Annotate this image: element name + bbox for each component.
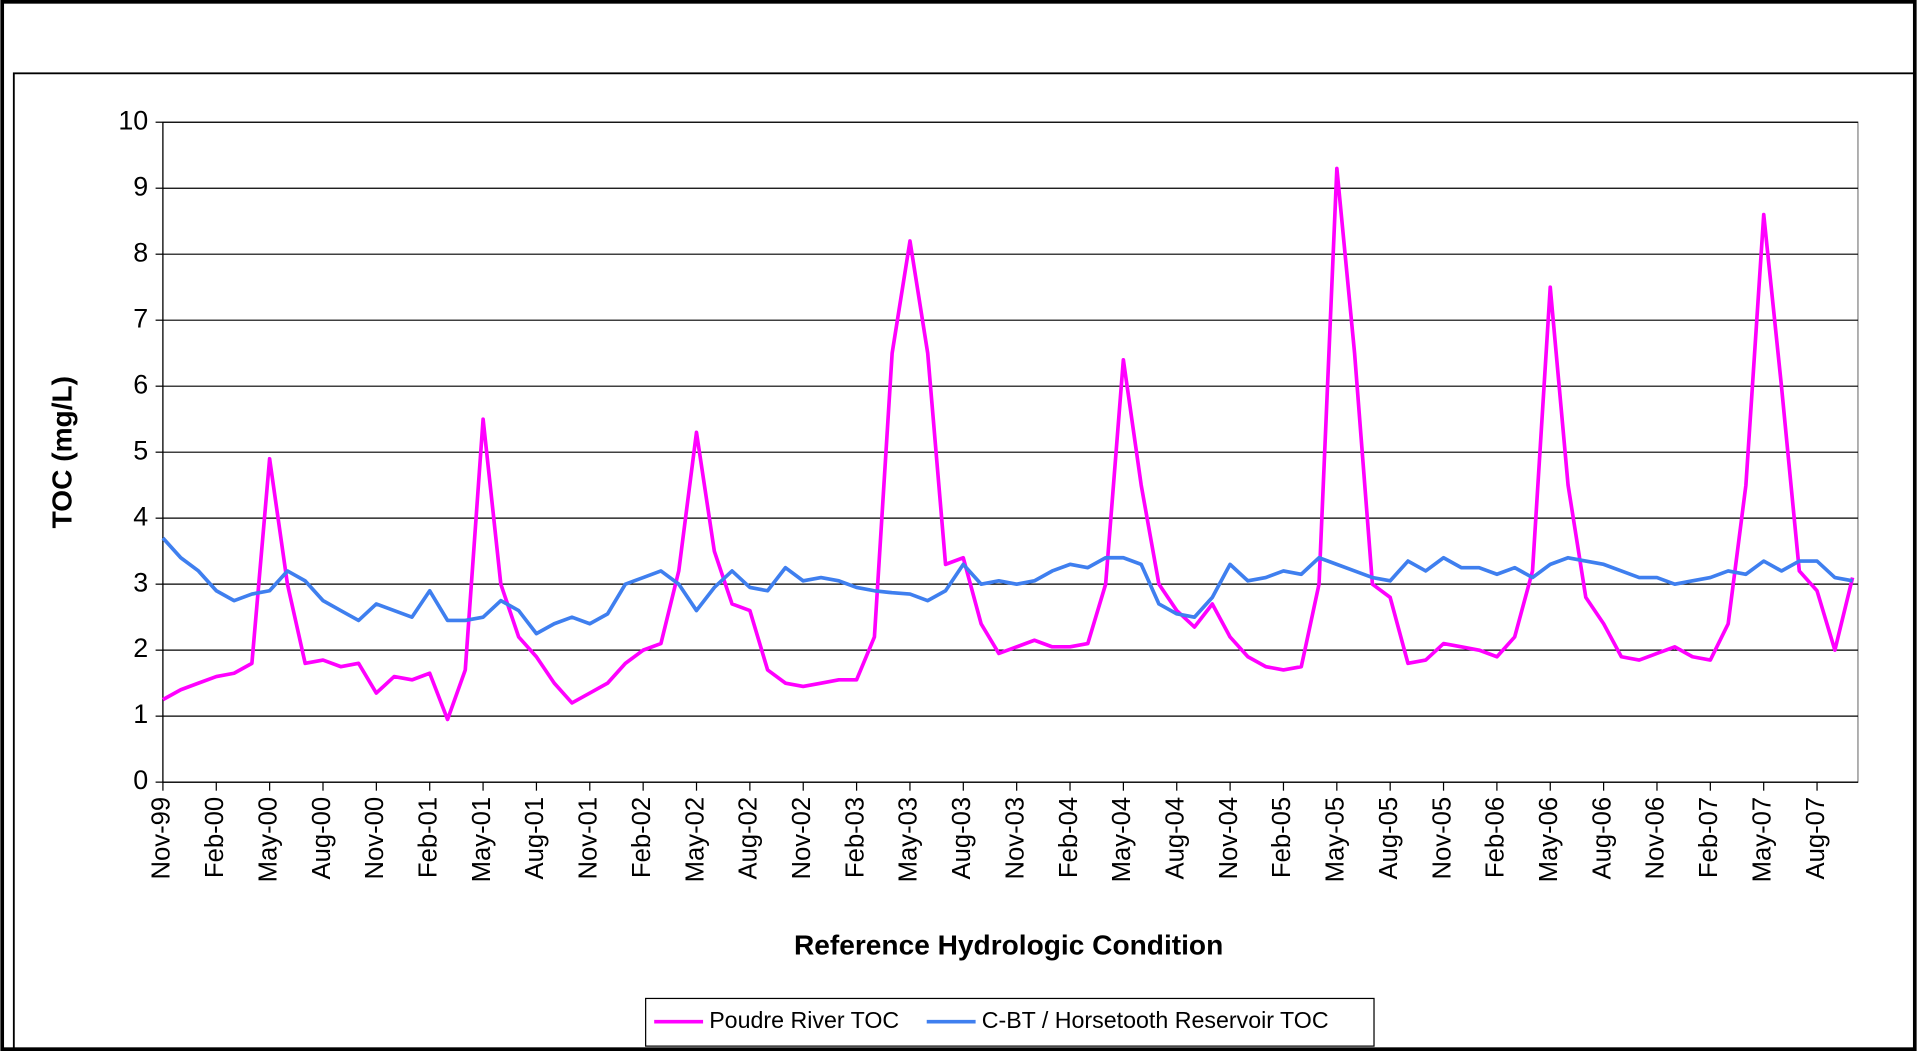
x-tick-label: Nov-02 — [788, 797, 816, 880]
x-tick-label: May-03 — [895, 797, 923, 883]
x-tick-label: Aug-04 — [1162, 797, 1190, 880]
x-tick-label: Nov-04 — [1215, 797, 1243, 880]
x-tick-label: Feb-03 — [841, 797, 869, 878]
x-tick-label: Aug-07 — [1802, 797, 1830, 880]
y-tick-label: 10 — [118, 105, 148, 135]
x-tick-label: Nov-99 — [148, 797, 176, 880]
x-tick-label: May-07 — [1748, 797, 1776, 883]
y-tick-label: 7 — [133, 303, 148, 333]
y-tick-label: 4 — [133, 501, 148, 531]
y-tick-label: 3 — [133, 567, 148, 597]
x-tick-label: Nov-03 — [1001, 797, 1029, 880]
x-tick-label: Aug-00 — [308, 797, 336, 880]
chart-frame — [12, 72, 1917, 1050]
x-tick-label: Feb-05 — [1268, 797, 1296, 878]
x-tick-label: Nov-06 — [1642, 797, 1670, 880]
legend-label: Poudre River TOC — [709, 1007, 899, 1033]
data-line — [161, 536, 1853, 636]
x-tick-label: May-01 — [468, 797, 496, 883]
legend-label: C-BT / Horsetooth Reservoir TOC — [982, 1007, 1329, 1033]
x-tick-label: Aug-01 — [521, 797, 549, 880]
y-tick-label: 5 — [133, 435, 148, 465]
x-tick-label: Nov-01 — [575, 797, 603, 880]
x-tick-label: Aug-05 — [1375, 797, 1403, 880]
x-tick-label: Feb-07 — [1695, 797, 1723, 878]
legend-box — [645, 997, 1375, 1047]
data-line — [162, 166, 1855, 722]
x-tick-label: Feb-01 — [414, 797, 442, 878]
y-tick-label: 2 — [133, 633, 148, 663]
y-axis-title: TOC (mg/L) — [46, 376, 77, 528]
x-tick-label: May-04 — [1108, 797, 1136, 883]
y-tick-label: 1 — [133, 699, 148, 729]
x-axis-title: Reference Hydrologic Condition — [794, 930, 1223, 961]
y-tick-label: 9 — [133, 171, 148, 201]
x-tick-label: May-00 — [254, 797, 282, 883]
x-tick-label: Feb-00 — [201, 797, 229, 878]
x-tick-label: May-06 — [1535, 797, 1563, 883]
x-tick-label: Feb-04 — [1055, 797, 1083, 878]
y-tick-label: 6 — [133, 369, 148, 399]
x-tick-label: Feb-06 — [1482, 797, 1510, 878]
x-tick-label: Aug-02 — [735, 797, 763, 880]
x-tick-label: Aug-06 — [1588, 797, 1616, 880]
x-tick-label: Nov-00 — [361, 797, 389, 880]
y-tick-label: 0 — [133, 765, 148, 795]
x-tick-label: Nov-05 — [1428, 797, 1456, 880]
x-tick-label: May-02 — [681, 797, 709, 883]
x-tick-label: May-05 — [1322, 797, 1350, 883]
x-tick-label: Feb-02 — [628, 797, 656, 878]
y-tick-label: 8 — [133, 237, 148, 267]
x-tick-label: Aug-03 — [948, 797, 976, 880]
